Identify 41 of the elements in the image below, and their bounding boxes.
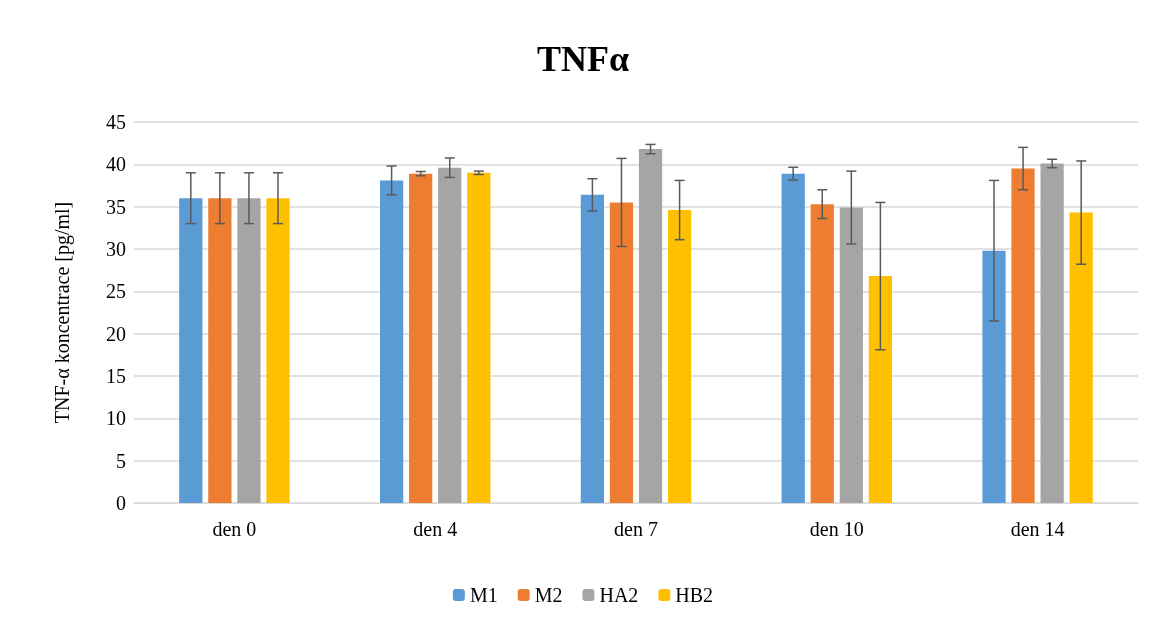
y-tick-label: 5 xyxy=(116,449,126,472)
bar xyxy=(839,207,863,503)
bar xyxy=(982,250,1006,503)
y-tick-label: 45 xyxy=(106,111,126,133)
x-tick-label: den 0 xyxy=(212,518,257,540)
bar xyxy=(667,210,692,503)
bar xyxy=(467,172,491,503)
x-tick-label: den 10 xyxy=(809,518,864,540)
y-axis-title: TNF-α koncentrace [pg/ml] xyxy=(51,201,74,424)
bar xyxy=(409,173,433,503)
bar xyxy=(379,180,404,503)
x-tick-label: den 7 xyxy=(614,518,658,540)
chart-title: TNFα xyxy=(536,39,630,79)
bar xyxy=(1040,163,1064,503)
bar xyxy=(1011,168,1035,503)
bar xyxy=(438,167,462,503)
y-tick-label: 25 xyxy=(106,280,126,303)
bar xyxy=(609,202,634,503)
bar xyxy=(266,198,290,503)
y-tick-label: 0 xyxy=(116,492,126,514)
y-tick-label: 35 xyxy=(106,195,126,218)
y-tick-label: 30 xyxy=(106,238,126,260)
legend-label: HB2 xyxy=(675,584,714,606)
y-tick-label: 15 xyxy=(106,365,126,387)
bar xyxy=(208,198,232,503)
bar xyxy=(781,173,805,503)
bar xyxy=(810,204,834,503)
x-tick-label: den 14 xyxy=(1010,518,1065,540)
x-tick-label: den 4 xyxy=(413,518,458,540)
y-tick-label: 40 xyxy=(106,153,126,176)
bar xyxy=(237,198,261,503)
bar xyxy=(1069,212,1093,503)
bar xyxy=(638,149,663,503)
bar xyxy=(580,194,605,503)
y-tick-label: 10 xyxy=(106,407,126,430)
bar xyxy=(179,198,203,503)
legend-label: M2 xyxy=(534,584,563,606)
bar xyxy=(868,276,893,503)
legend-label: M1 xyxy=(469,584,498,606)
y-tick-label: 20 xyxy=(106,322,126,345)
legend-label: HA2 xyxy=(599,584,639,606)
